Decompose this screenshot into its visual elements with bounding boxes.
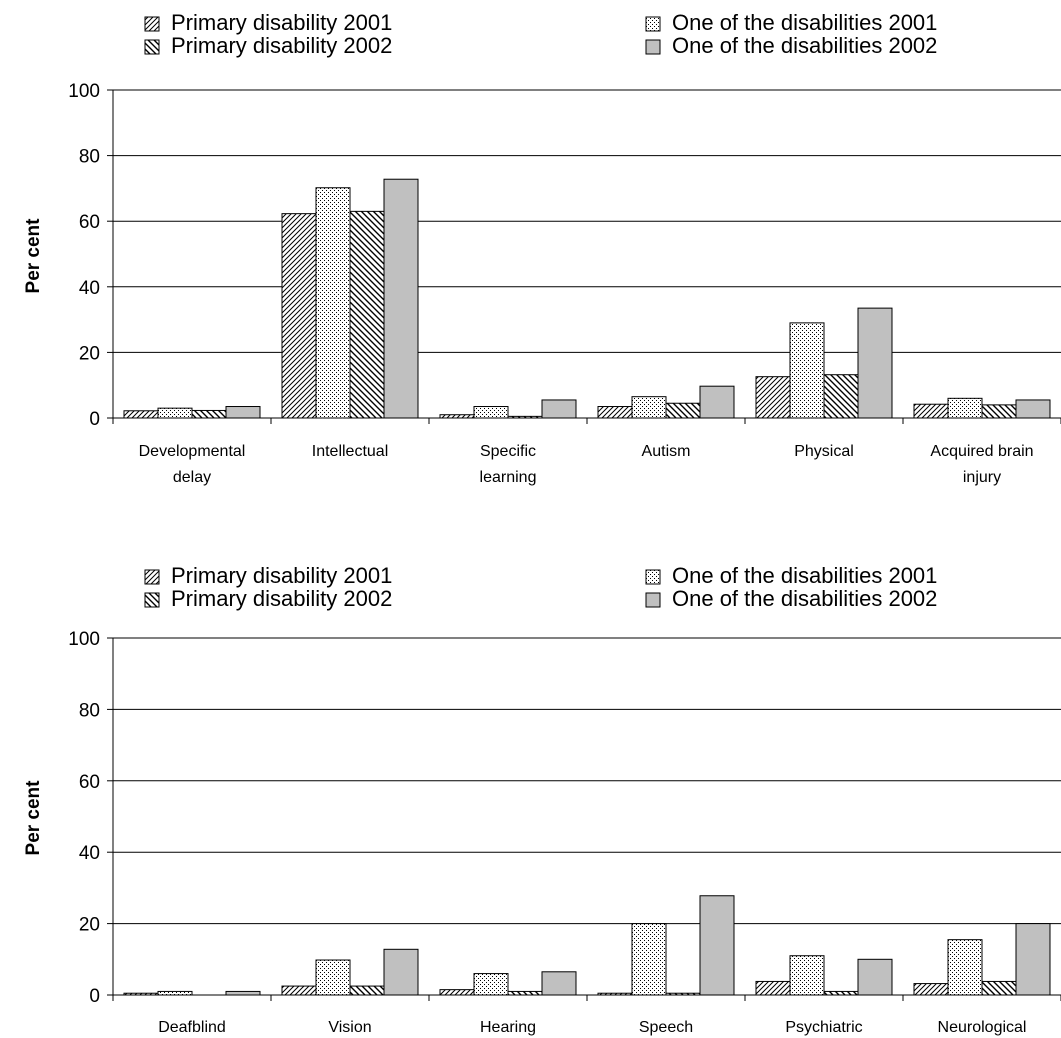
bar [123, 410, 159, 419]
bar [541, 399, 577, 419]
bar [857, 958, 893, 996]
legend-label: Primary disability 2002 [171, 33, 392, 58]
bar [473, 406, 509, 419]
legend-label: One of the disabilities 2001 [672, 563, 937, 588]
bar [823, 374, 859, 419]
x-category-label: injury [963, 469, 1001, 486]
legend-swatch [645, 39, 661, 55]
bar [225, 990, 261, 996]
y-tick-label: 40 [79, 278, 100, 299]
bar [913, 983, 949, 996]
y-tick-label: 60 [79, 772, 100, 793]
x-category-label: Speech [639, 1019, 693, 1036]
bar [281, 213, 317, 419]
legend-swatch [144, 592, 160, 608]
bar [981, 404, 1017, 419]
bar [383, 178, 419, 419]
chart-panel-bottom: Primary disability 2001 One of the disabi… [23, 563, 1061, 1036]
x-category-label: Acquired brain [930, 443, 1033, 460]
legend-swatch [144, 16, 160, 32]
bar [383, 948, 419, 996]
x-category-label: Vision [328, 1019, 371, 1036]
bar [665, 402, 701, 419]
bar [755, 980, 791, 996]
legend-swatch [645, 592, 661, 608]
bar [947, 939, 983, 996]
y-axis-title: Per cent [23, 218, 44, 294]
bar [1015, 399, 1051, 419]
bar [631, 396, 667, 419]
bar [507, 415, 543, 419]
x-category-label: Psychiatric [785, 1019, 862, 1036]
y-tick-label: 40 [79, 843, 100, 864]
bar [857, 307, 893, 419]
x-category-label: Specific [480, 443, 536, 460]
y-tick-label: 20 [79, 915, 100, 936]
y-tick-label: 0 [89, 409, 100, 430]
bar [789, 955, 825, 996]
legend-swatch [645, 16, 661, 32]
bar [191, 409, 227, 419]
bar [123, 992, 159, 996]
bar [665, 992, 701, 996]
bar [541, 971, 577, 996]
bar [913, 403, 949, 419]
bar [473, 973, 509, 996]
x-category-label: delay [173, 469, 211, 486]
legend-label: One of the disabilities 2002 [672, 33, 937, 58]
x-category-label: Deafblind [158, 1019, 226, 1036]
bar [755, 376, 791, 419]
x-category-label: Developmental [139, 443, 246, 460]
bar [349, 210, 385, 419]
bar [631, 923, 667, 996]
x-category-label: Physical [794, 443, 854, 460]
y-tick-label: 20 [79, 343, 100, 364]
legend-swatch [144, 39, 160, 55]
legend-label: Primary disability 2002 [171, 586, 392, 611]
legend-swatch [144, 569, 160, 585]
bar [823, 990, 859, 996]
bar [981, 980, 1017, 996]
y-tick-label: 80 [79, 700, 100, 721]
bar [1015, 923, 1051, 996]
x-category-label: Neurological [938, 1019, 1027, 1036]
bar [281, 985, 317, 996]
bar [699, 385, 735, 419]
legend-label: Primary disability 2001 [171, 563, 392, 588]
bar [597, 406, 633, 419]
y-tick-label: 100 [68, 81, 100, 102]
bar [315, 187, 351, 419]
legend-label: One of the disabilities 2002 [672, 586, 937, 611]
x-category-label: Intellectual [312, 443, 389, 460]
bar [157, 407, 193, 419]
y-tick-label: 60 [79, 212, 100, 233]
bar [225, 406, 261, 419]
bar [789, 322, 825, 419]
x-category-label: Hearing [480, 1019, 536, 1036]
legend-label: One of the disabilities 2001 [672, 10, 937, 35]
bar [507, 990, 543, 996]
x-category-label: Autism [642, 443, 691, 460]
x-category-label: learning [480, 469, 537, 486]
bar [439, 989, 475, 996]
y-tick-label: 80 [79, 147, 100, 168]
bar [439, 414, 475, 419]
chart-panel-top: Primary disability 2001 One of the disabi… [23, 10, 1061, 486]
y-tick-label: 100 [68, 629, 100, 650]
y-axis-title: Per cent [23, 780, 44, 856]
bar [699, 895, 735, 996]
bar [597, 992, 633, 996]
y-tick-label: 0 [89, 986, 100, 1007]
bar [349, 985, 385, 996]
bar [947, 397, 983, 419]
legend-label: Primary disability 2001 [171, 10, 392, 35]
legend-swatch [645, 569, 661, 585]
bar [315, 959, 351, 996]
bar [157, 990, 193, 996]
